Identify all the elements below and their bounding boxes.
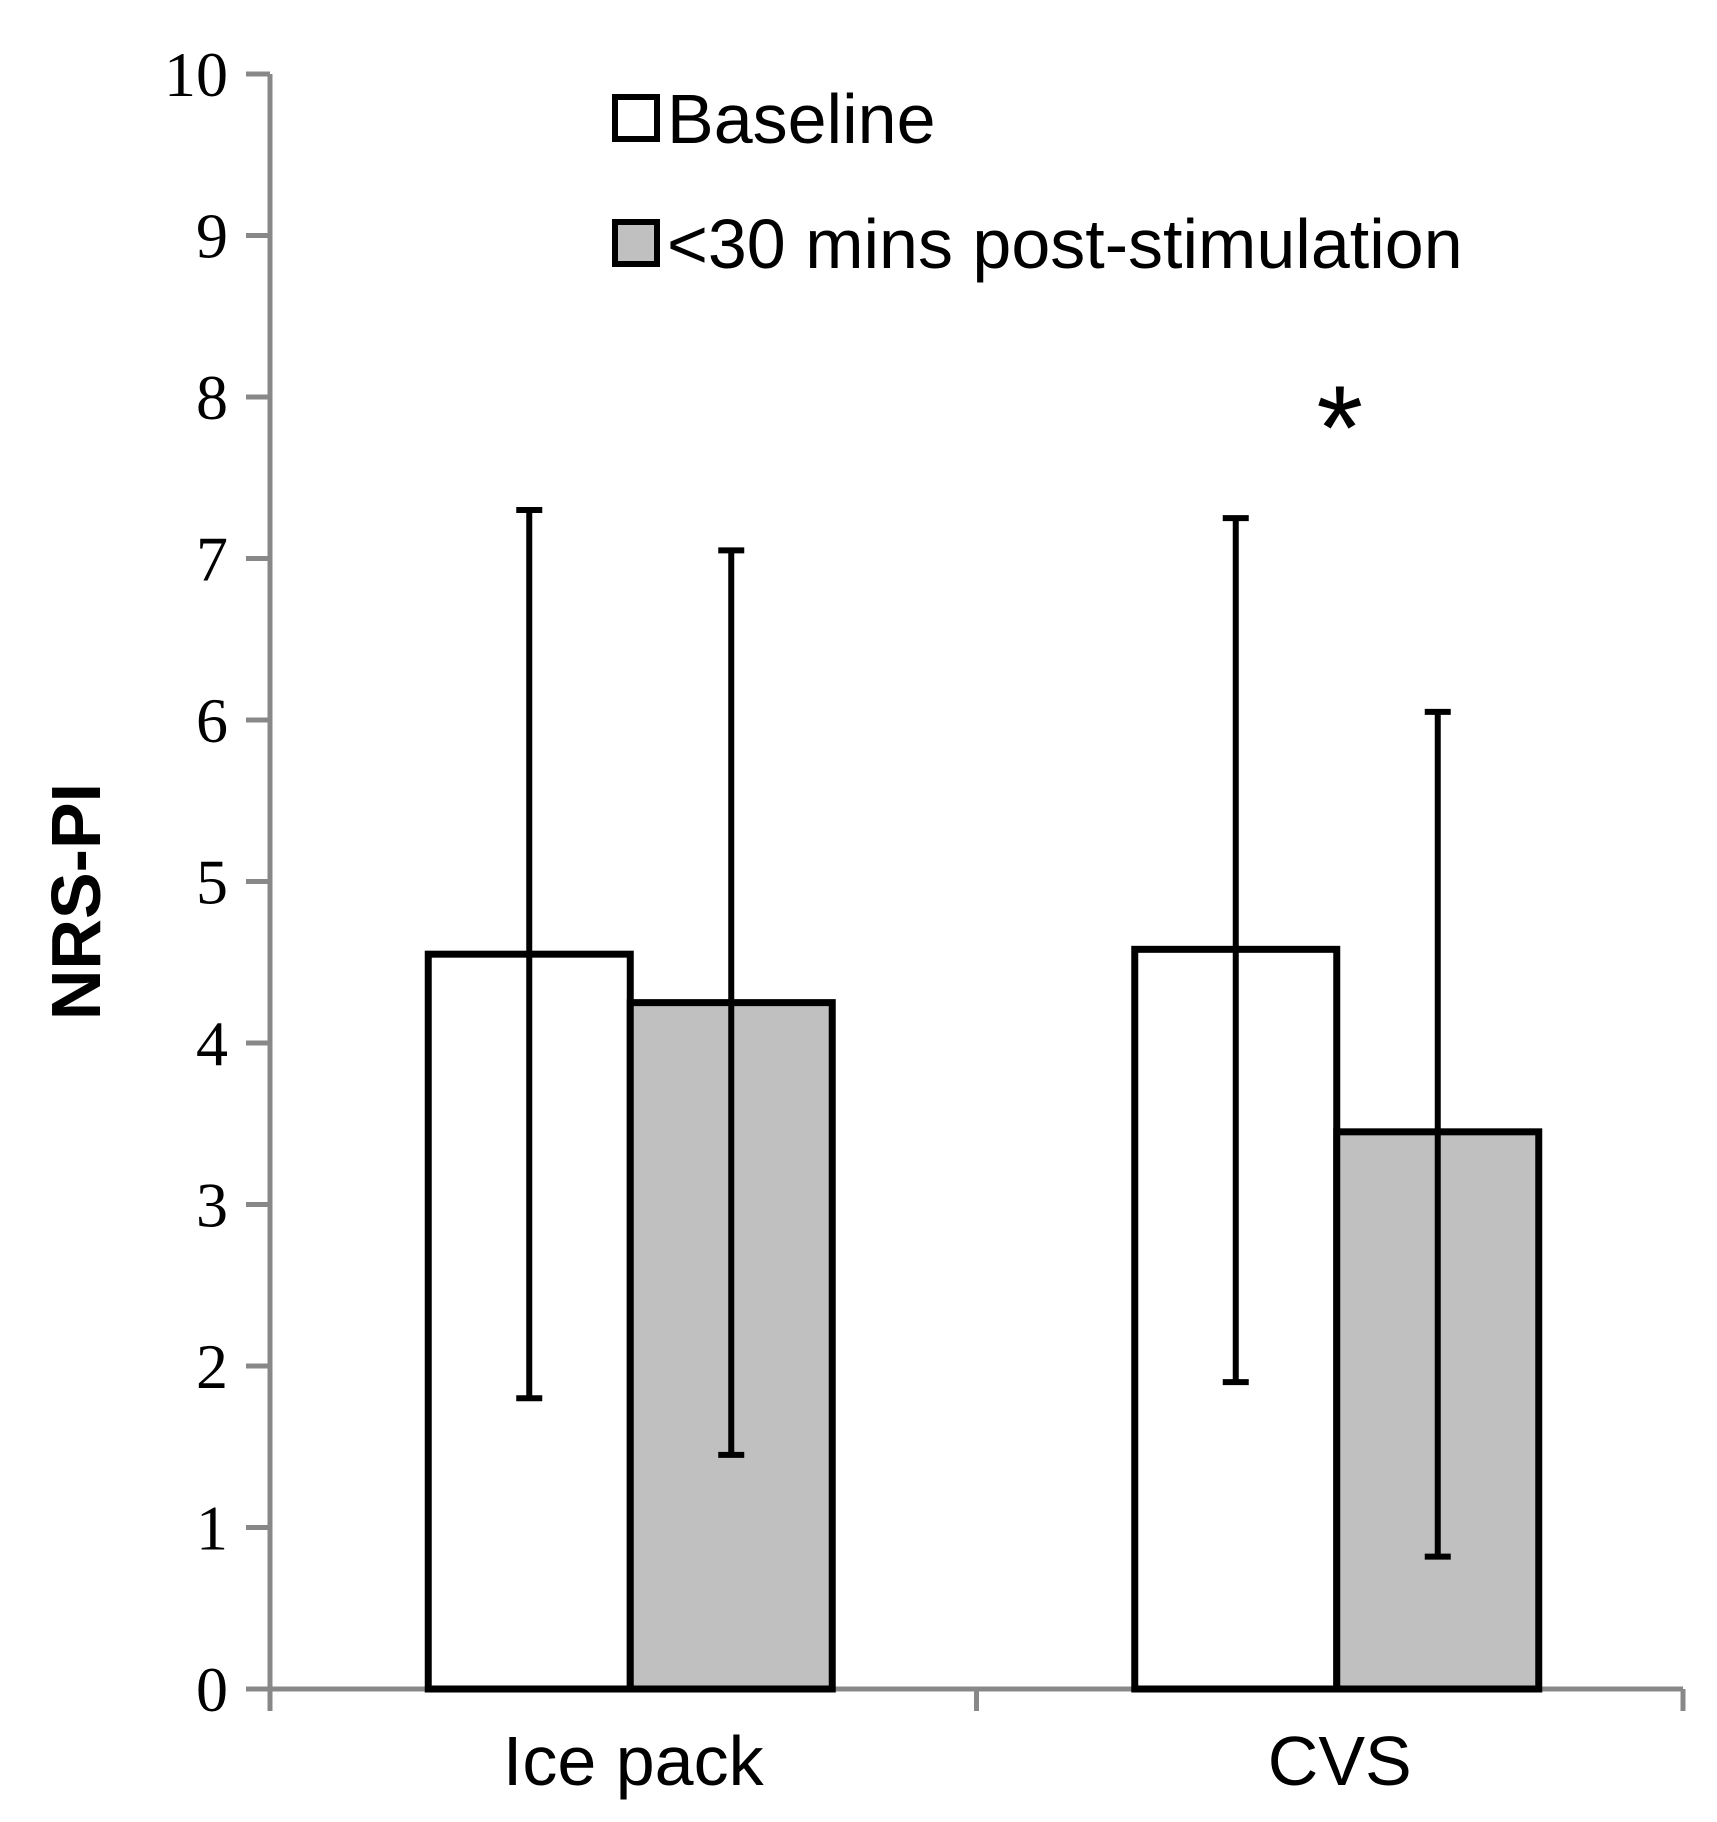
y-tick-label: 9 — [196, 201, 228, 272]
x-category-label: Ice pack — [503, 1722, 765, 1800]
legend-label: <30 mins post-stimulation — [667, 205, 1463, 283]
legend-swatch-baseline — [612, 94, 660, 142]
x-category-label: CVS — [1268, 1722, 1412, 1800]
y-tick-label: 8 — [196, 362, 228, 433]
legend-swatch-post-stimulation — [612, 219, 660, 267]
y-tick-label: 6 — [196, 685, 228, 756]
significance-asterisk: * — [1316, 361, 1363, 495]
y-tick-label: 3 — [196, 1170, 228, 1241]
legend-label: Baseline — [667, 80, 936, 158]
y-tick-label: 7 — [196, 524, 228, 595]
y-axis-title: NRS-PI — [37, 783, 115, 1020]
y-tick-label: 5 — [196, 847, 228, 918]
y-tick-label: 4 — [196, 1008, 228, 1079]
y-tick-label: 2 — [196, 1331, 228, 1402]
y-tick-label: 0 — [196, 1654, 228, 1725]
y-tick-label: 10 — [164, 39, 228, 110]
y-tick-label: 1 — [196, 1493, 228, 1564]
